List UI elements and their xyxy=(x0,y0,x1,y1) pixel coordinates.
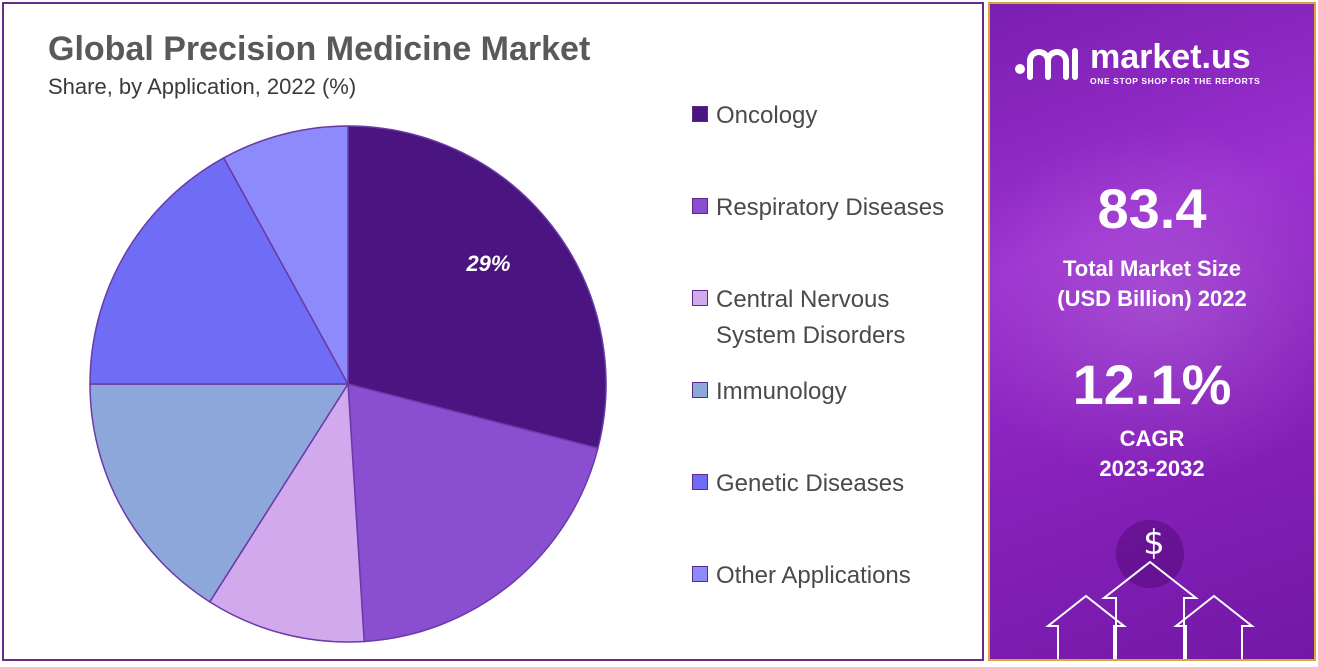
legend-item-genetic: Genetic Diseases xyxy=(692,466,976,502)
market-size-value: 83.4 xyxy=(1097,177,1207,240)
dollar-icon: $ xyxy=(1143,523,1165,563)
background-glow xyxy=(990,124,1314,484)
pie-data-label: 29% xyxy=(465,251,510,276)
brand-tagline: ONE STOP SHOP FOR THE REPORTS xyxy=(1090,76,1261,86)
legend-item-cns: Central Nervous System Disorders xyxy=(692,282,946,354)
legend-label: Genetic Diseases xyxy=(716,470,905,497)
legend-label: Central Nervous System Disorders xyxy=(716,286,906,349)
market-size-label-line2: (USD Billion) 2022 xyxy=(1057,286,1247,311)
arrow-up-icon xyxy=(1101,560,1199,659)
legend-label: Oncology xyxy=(716,102,818,129)
chart-title: Global Precision Medicine Market xyxy=(48,30,591,68)
legend-label: Respiratory Diseases xyxy=(716,194,945,221)
legend-swatch xyxy=(692,198,708,214)
pie-slice-oncology xyxy=(347,125,607,450)
legend-label: Other Applications xyxy=(716,562,911,589)
stats-panel: market.us ONE STOP SHOP FOR THE REPORTS … xyxy=(988,2,1316,661)
chart-panel: Global Precision Medicine Market Share, … xyxy=(2,2,984,661)
market-us-logo-icon xyxy=(1015,48,1078,80)
market-size-label-line1: Total Market Size xyxy=(1062,256,1242,281)
legend-swatch xyxy=(692,566,708,582)
chart-subtitle: Share, by Application, 2022 (%) xyxy=(48,74,357,99)
cagr-label-line1: CAGR xyxy=(1119,426,1185,451)
arrow-up-icon xyxy=(1045,594,1127,659)
arrow-up-icon xyxy=(1173,594,1255,659)
pie-slice-immunology xyxy=(89,383,350,603)
brand-name: market.us xyxy=(1090,38,1251,76)
legend-item-immunology: Immunology xyxy=(692,374,976,410)
pie-slice-other-applications xyxy=(222,125,349,385)
legend-item-oncology: Oncology xyxy=(692,98,976,134)
pie-slice-respiratory-diseases xyxy=(347,383,599,643)
coin-shadow xyxy=(1116,520,1184,588)
cagr-label-line2: 2023-2032 xyxy=(1099,456,1205,481)
pie-slice-central-nervous-system-disorders xyxy=(208,381,365,643)
cagr-value: 12.1% xyxy=(1072,353,1232,416)
legend-swatch xyxy=(692,290,708,306)
legend-swatch xyxy=(692,106,708,122)
legend-item-other: Other Applications xyxy=(692,558,976,594)
growth-arrows-decoration: $ xyxy=(1045,520,1255,659)
pie-slice-genetic-diseases xyxy=(89,156,350,385)
legend-swatch xyxy=(692,474,708,490)
legend-swatch xyxy=(692,382,708,398)
pie-chart: 29% xyxy=(89,125,607,643)
brand-logo: market.us ONE STOP SHOP FOR THE REPORTS xyxy=(1012,40,1260,86)
legend-label: Immunology xyxy=(716,378,847,405)
legend-item-respiratory: Respiratory Diseases xyxy=(692,190,976,226)
